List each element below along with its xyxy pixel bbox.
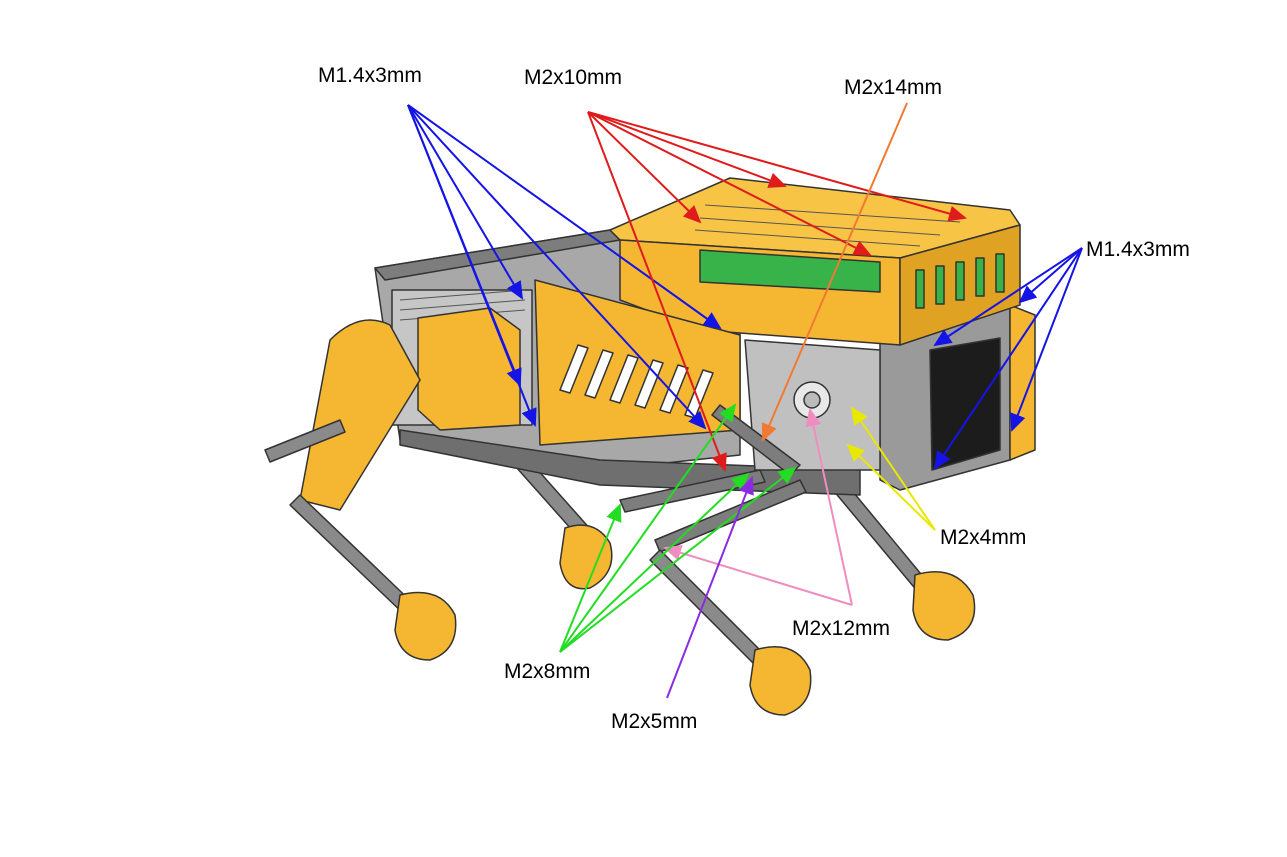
- arrows-m2x4: [846, 406, 936, 531]
- label-m2x12: M2x12mm: [792, 617, 890, 640]
- label-m2x8: M2x8mm: [504, 660, 590, 683]
- arrows-m2x5: [666, 476, 754, 699]
- label-m2x5: M2x5mm: [611, 710, 697, 733]
- arrows-m2x8: [559, 403, 797, 653]
- label-m2x14: M2x14mm: [844, 76, 942, 99]
- arrows-m14-left: [407, 104, 722, 430]
- hip-servo: [744, 339, 881, 471]
- label-m2x4: M2x4mm: [940, 526, 1026, 549]
- arrows-m2x14: [761, 102, 908, 442]
- top-cover: [609, 177, 1021, 346]
- label-m2x10: M2x10mm: [524, 66, 622, 89]
- arrows-m14-right: [933, 247, 1083, 470]
- label-m14-left: M1.4x3mm: [318, 64, 422, 87]
- rear-leg-back: [507, 449, 976, 641]
- front-left-leg: [264, 319, 457, 661]
- side-panel: [534, 279, 741, 446]
- robot-illustration: [264, 177, 1036, 716]
- arrows-m2x10: [587, 111, 967, 472]
- front-servo: [417, 307, 521, 431]
- arrows-m2x12: [663, 408, 853, 606]
- rear-frame: [879, 304, 1036, 491]
- label-m14-right: M1.4x3mm: [1086, 238, 1190, 261]
